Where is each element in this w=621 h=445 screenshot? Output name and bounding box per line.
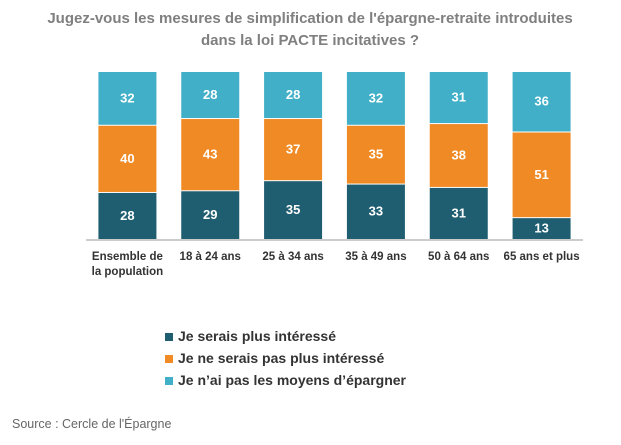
bar-segment bbox=[346, 72, 405, 125]
value-label: 32 bbox=[369, 90, 383, 105]
legend-swatch bbox=[165, 377, 173, 386]
value-label: 29 bbox=[203, 207, 217, 222]
value-label: 51 bbox=[534, 167, 548, 182]
chart-title: Jugez-vous les mesures de simplification… bbox=[47, 10, 573, 49]
bar-segment bbox=[429, 124, 488, 187]
bar-segment bbox=[429, 187, 488, 239]
value-label: 35 bbox=[286, 202, 300, 217]
bar-segment bbox=[264, 72, 323, 119]
value-label: 28 bbox=[286, 87, 300, 102]
x-tick-label: 25 à 34 ans bbox=[262, 251, 324, 263]
legend-item: Je ne serais pas plus intéressé bbox=[165, 350, 384, 366]
value-label: 28 bbox=[120, 208, 134, 223]
value-label: 13 bbox=[534, 221, 548, 236]
x-tick-label: 50 à 64 ans bbox=[428, 251, 490, 263]
value-label: 28 bbox=[203, 87, 217, 102]
bar-segment bbox=[98, 125, 157, 192]
bar-segment bbox=[181, 119, 240, 191]
legend-label: Je ne serais pas plus intéressé bbox=[178, 350, 385, 366]
value-label: 40 bbox=[120, 151, 134, 166]
value-label: 31 bbox=[452, 205, 466, 220]
legend-swatch bbox=[165, 333, 173, 342]
bar-segment bbox=[429, 72, 488, 124]
bar-segment bbox=[346, 184, 405, 239]
legend-label: Je n’ai pas les moyens d’épargner bbox=[178, 372, 406, 388]
bar-segment bbox=[346, 125, 405, 184]
x-tick-label: Ensemble de la population bbox=[91, 251, 164, 278]
legend-label: Je serais plus intéressé bbox=[178, 328, 336, 344]
bar-segment bbox=[98, 192, 157, 239]
source: Source : Cercle de l'Épargne bbox=[12, 417, 172, 431]
bar-segment bbox=[512, 72, 571, 132]
value-label: 36 bbox=[534, 94, 548, 109]
bar-segment bbox=[512, 218, 571, 239]
x-tick-label: 65 ans et plus bbox=[503, 251, 580, 263]
bar-segment bbox=[264, 181, 323, 239]
bar-segment bbox=[98, 72, 157, 125]
legend-swatch bbox=[165, 355, 173, 364]
value-label: 38 bbox=[452, 147, 466, 162]
value-label: 35 bbox=[369, 147, 383, 162]
legend-item: Je serais plus intéressé bbox=[165, 328, 336, 344]
bar-segment bbox=[264, 119, 323, 181]
bar-segment bbox=[181, 191, 240, 239]
value-label: 43 bbox=[203, 147, 217, 162]
bar-segment bbox=[512, 132, 571, 218]
value-label: 31 bbox=[452, 89, 466, 104]
value-label: 33 bbox=[369, 204, 383, 219]
bar-segment bbox=[181, 72, 240, 119]
value-label: 32 bbox=[120, 90, 134, 105]
x-tick-label: 35 à 49 ans bbox=[345, 251, 407, 263]
x-tick-label: 18 à 24 ans bbox=[179, 251, 241, 263]
legend-item: Je n’ai pas les moyens d’épargner bbox=[165, 372, 406, 388]
value-label: 37 bbox=[286, 142, 300, 157]
